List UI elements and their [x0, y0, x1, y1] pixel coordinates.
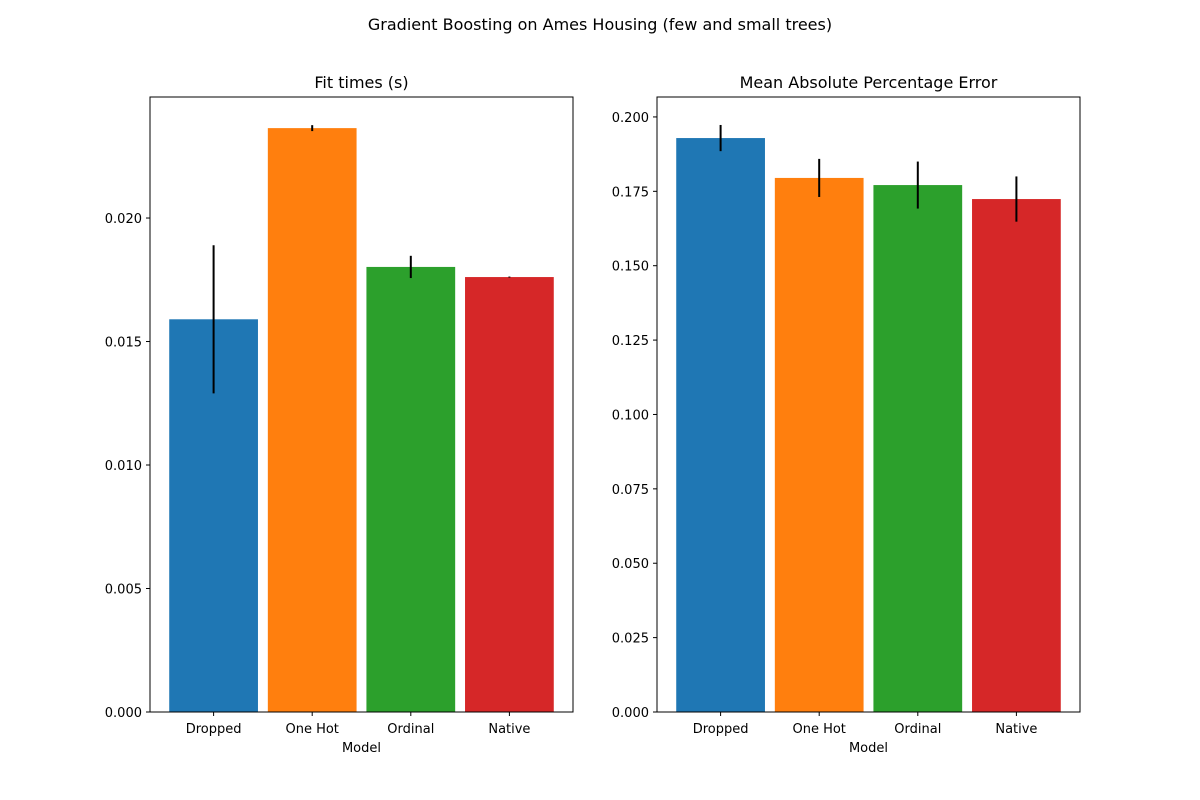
axes-title: Mean Absolute Percentage Error	[740, 73, 998, 92]
x-tick-label: Native	[488, 722, 530, 737]
y-tick-label: 0.010	[105, 459, 142, 474]
bar-ordinal	[873, 185, 963, 712]
y-tick-label: 0.020	[105, 212, 142, 227]
y-tick-label: 0.015	[105, 336, 142, 351]
axes-frame	[656, 96, 1081, 713]
y-tick-label: 0.150	[612, 260, 649, 275]
y-tick-label: 0.000	[612, 706, 649, 721]
bar-native	[465, 277, 554, 712]
x-axis-label: Model	[342, 741, 381, 756]
bar-one-hot	[267, 128, 357, 712]
x-axis-label: Model	[849, 741, 888, 756]
x-tick-label: Ordinal	[387, 722, 434, 737]
x-tick-label: One Hot	[285, 722, 338, 737]
x-tick-label: One Hot	[792, 722, 845, 737]
axes-title: Fit times (s)	[314, 73, 408, 92]
bar-ordinal	[366, 266, 456, 712]
x-tick-label: Dropped	[186, 722, 242, 737]
x-tick-label: Native	[995, 722, 1037, 737]
bar-dropped	[676, 138, 765, 712]
axes-frame	[149, 96, 574, 713]
y-tick-label: 0.175	[612, 185, 649, 200]
y-tick-label: 0.000	[105, 706, 142, 721]
y-tick-label: 0.005	[105, 583, 142, 598]
y-tick-label: 0.075	[612, 483, 649, 498]
x-tick-label: Ordinal	[894, 722, 941, 737]
y-tick-label: 0.100	[612, 408, 649, 423]
y-tick-label: 0.200	[612, 111, 649, 126]
y-tick-label: 0.025	[612, 632, 649, 647]
figure-title: Gradient Boosting on Ames Housing (few a…	[368, 15, 832, 34]
bar-one-hot	[774, 177, 864, 712]
y-tick-label: 0.050	[612, 557, 649, 572]
bar-native	[972, 199, 1061, 712]
x-tick-label: Dropped	[693, 722, 749, 737]
mape-axes: Dropped One Hot Ordinal Native 0.000 0.025 0.0…	[612, 73, 1081, 756]
y-tick-label: 0.125	[612, 334, 649, 349]
fit-times-axes: Dropped One Hot Ordinal Native 0.000 0.005 0.0…	[105, 73, 574, 756]
